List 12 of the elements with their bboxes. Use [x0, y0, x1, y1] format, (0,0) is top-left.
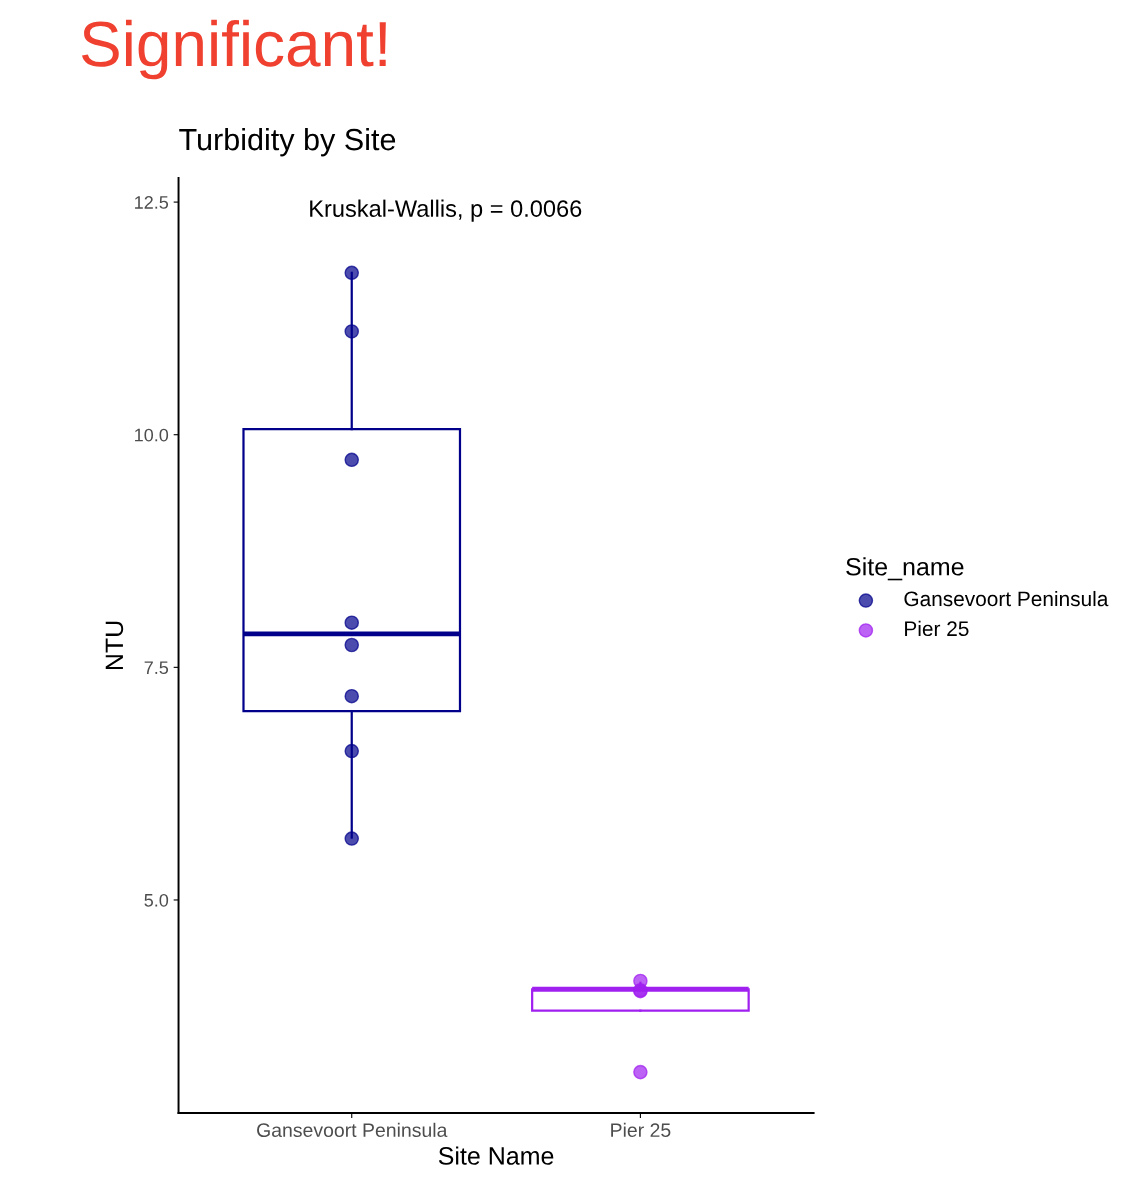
chart-subtitle: Turbidity by Site — [179, 127, 396, 157]
y-tick-label: 10.0 — [135, 428, 169, 442]
y-tick-label: 12.5 — [135, 196, 169, 209]
legend-label: Pier 25 — [905, 620, 969, 637]
legend-label: Gansevoort Peninsula — [904, 590, 1109, 607]
y-tick-label: 7.5 — [144, 661, 169, 675]
x-axis-title: Site Name — [438, 1146, 554, 1165]
chart-title: Significant! — [82, 19, 386, 80]
y-tick-label: 5.0 — [144, 893, 169, 907]
annotation: Kruskal-Wallis, p = 0.0066 — [310, 199, 582, 222]
y-axis-title: NTU — [105, 621, 124, 670]
legend-title: Site_name — [846, 557, 964, 581]
